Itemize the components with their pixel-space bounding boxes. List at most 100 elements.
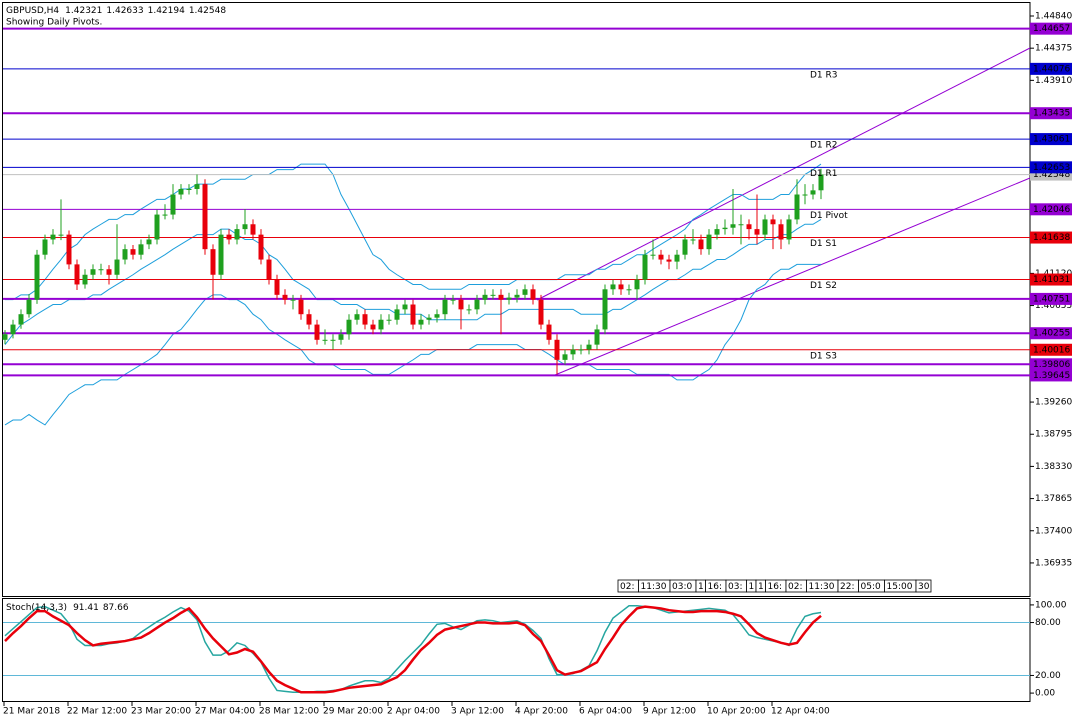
low: 1.42194 [148, 6, 185, 16]
candle-body [50, 234, 56, 240]
candle-body [10, 324, 16, 335]
candle-body [26, 299, 32, 315]
candle-body [418, 319, 424, 325]
x-tick-label: 3 Apr 12:00 [451, 707, 504, 717]
candle-body [338, 334, 344, 340]
y-tick-label: 1.44375 [1035, 44, 1072, 54]
x-tick-label: 2 Apr 04:00 [387, 707, 440, 717]
candle-body [634, 279, 640, 290]
session-label: 02: [788, 582, 802, 592]
candle-body [674, 254, 680, 262]
y-tick-label: 1.37865 [1035, 494, 1072, 504]
candle-body [786, 219, 792, 240]
open: 1.42321 [65, 6, 102, 16]
candle-body [794, 194, 800, 220]
y-tick-label: 1.40655 [1035, 301, 1072, 311]
candle-body [314, 324, 320, 340]
subtitle: Showing Daily Pivots. [6, 18, 102, 28]
session-label: 02: [620, 582, 634, 592]
candle-body [74, 264, 80, 285]
level-price-label: 1.40751 [1033, 294, 1070, 304]
candle-body [722, 227, 728, 230]
candle-body [426, 317, 432, 320]
session-label: 22: [840, 582, 854, 592]
candle-body [578, 349, 584, 351]
level-price-label: 1.39806 [1033, 360, 1070, 370]
candle-body [818, 174, 824, 191]
marks [2, 15, 1034, 706]
candle-body [530, 289, 536, 300]
candle-body [282, 294, 288, 300]
level-name: D1 R1 [810, 169, 838, 179]
level-name: D1 S1 [810, 239, 837, 249]
candle-body [642, 254, 648, 280]
candle-body [658, 254, 664, 260]
candle-body [754, 229, 760, 235]
candle-body [514, 294, 520, 298]
candle-body [506, 297, 512, 300]
candle-body [650, 254, 656, 256]
candle-body [738, 224, 744, 226]
candle-body [666, 259, 672, 262]
current-price-label: 1.42548 [1033, 170, 1070, 180]
candle-body [218, 234, 224, 275]
candle-body [18, 314, 24, 325]
level-price-box [1030, 161, 1072, 174]
session-label: 15:00 [887, 582, 913, 592]
stoch-name: Stoch(14,3,3) [6, 603, 67, 613]
candle-body [82, 274, 88, 285]
x-tick-label: 22 Mar 12:00 [67, 707, 127, 717]
stoch-signal [4, 605, 822, 694]
candle-body [714, 229, 720, 235]
candle-body [474, 299, 480, 310]
stoch-window [2, 598, 1031, 702]
candle-body [210, 249, 216, 275]
stoch-main: 91.41 [73, 603, 99, 613]
candle-body [394, 309, 400, 320]
level-price-box [1030, 369, 1072, 382]
candle-body [122, 249, 128, 260]
level-price-box [1030, 343, 1072, 356]
stoch-tick-label: 0.00 [1035, 689, 1055, 699]
candle-body [2, 334, 8, 340]
candle-body [234, 229, 240, 240]
candle-body [682, 239, 688, 255]
candle-body [146, 239, 152, 245]
level-price-label: 1.44657 [1033, 24, 1070, 34]
level-price-box [1030, 292, 1072, 305]
stoch-header: Stoch(14,3,3) 91.41 87.66 [6, 603, 129, 613]
candle-body [186, 188, 192, 190]
session-label: 05:0 [861, 582, 881, 592]
candle-body [98, 269, 104, 271]
candle-body [178, 188, 184, 195]
candle-body [618, 284, 624, 290]
candle-body [194, 184, 200, 189]
session-label: 11:30 [641, 582, 667, 592]
session-label: 16: [708, 582, 722, 592]
candle-body [778, 224, 784, 240]
level-price-label: 1.40016 [1033, 345, 1070, 355]
level-name: D1 R2 [810, 141, 838, 151]
candle-body [410, 304, 416, 325]
candle-body [202, 184, 208, 250]
candle-body [106, 269, 112, 275]
level-price-label: 1.41638 [1033, 233, 1070, 243]
candle-body [386, 319, 392, 321]
y-tick-label: 1.36935 [1035, 558, 1072, 568]
level-price-label: 1.43435 [1033, 109, 1070, 119]
candle-body [746, 224, 752, 230]
trend-line [554, 177, 1031, 376]
x-tick-label: 10 Apr 20:00 [707, 707, 766, 717]
y-tick-label: 1.44840 [1035, 12, 1072, 22]
candle-body [242, 224, 248, 230]
stoch-tick-label: 80.00 [1035, 618, 1061, 628]
level-price-label: 1.41031 [1033, 275, 1070, 285]
candle-body [402, 304, 408, 310]
candle-body [626, 289, 632, 291]
symbol: GBPUSD,H4 [6, 6, 59, 16]
candle-body [170, 194, 176, 215]
session-label: 03:0 [672, 582, 692, 592]
candle-body [226, 234, 232, 240]
close: 1.42548 [189, 6, 226, 16]
